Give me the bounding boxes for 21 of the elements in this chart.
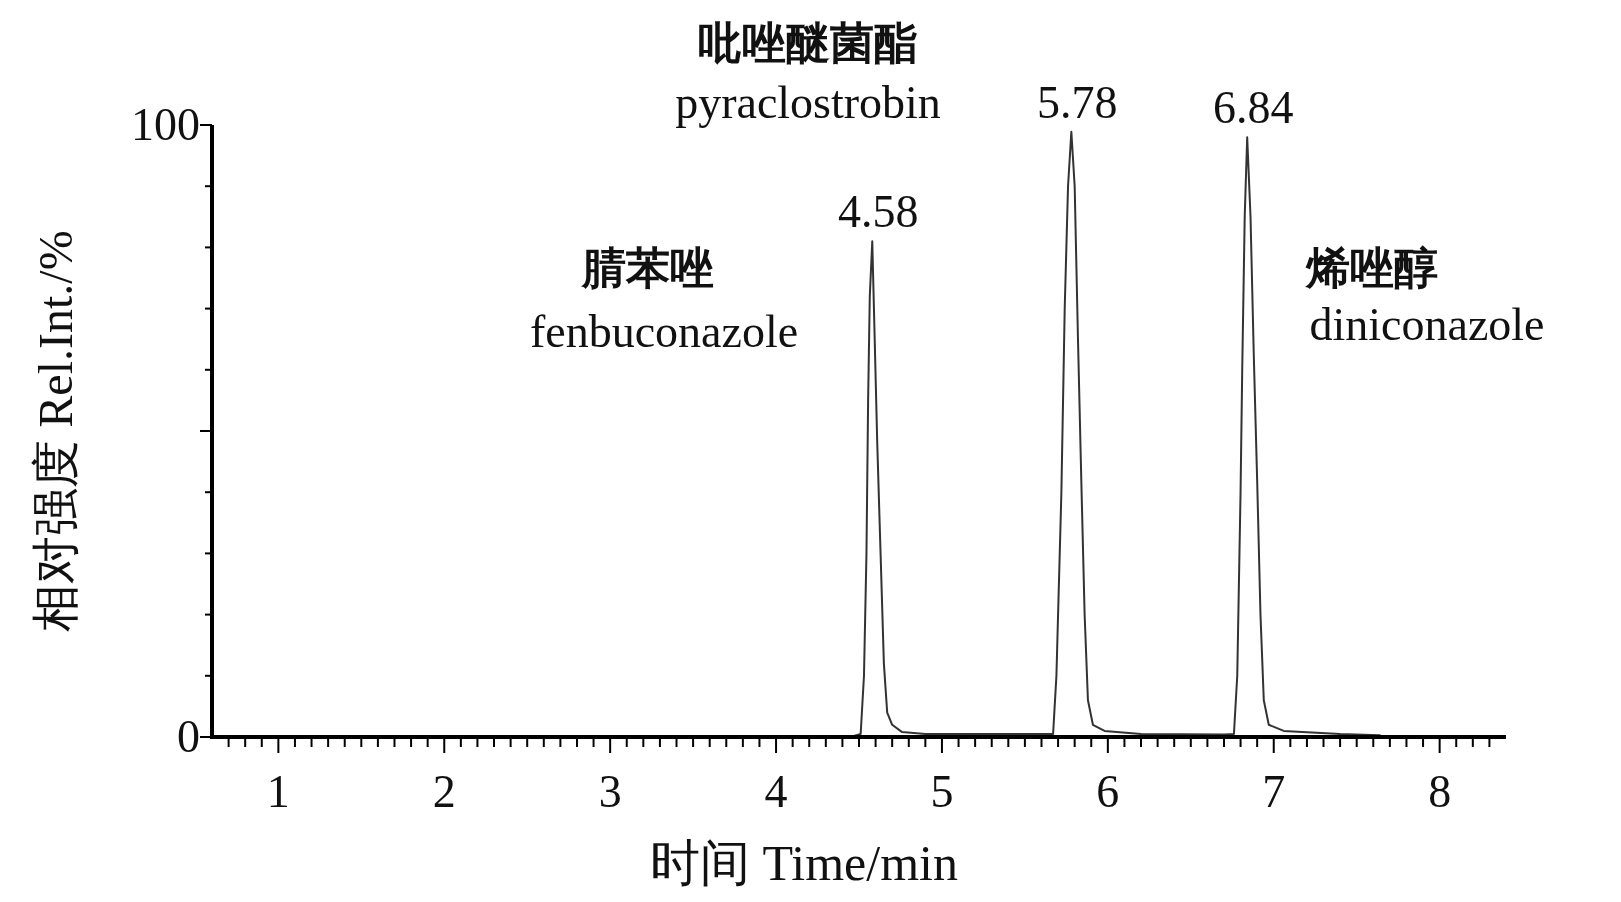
x-tick-label: 1 [266,766,290,817]
x-tick-label: 2 [432,766,456,817]
annotation: 6.84 [1212,82,1294,134]
y-tick-label: 0 [177,711,200,762]
x-tick-label: 8 [1428,766,1452,817]
x-tick-label: 5 [930,766,954,817]
text: 吡唑醚菌酯 [698,19,918,68]
x-tick-label: 3 [598,766,622,817]
y-tick-label: 100 [131,99,200,150]
annotation: 腈苯唑 [580,244,714,293]
annotation: diniconazole [1309,299,1545,350]
x-axis-title: 时间 Time/min [650,835,958,891]
y-axis-title: 相对强度 Rel.Int./% [29,230,82,632]
annotation: fenbuconazole [529,306,799,357]
annotation: 5.78 [1037,76,1118,128]
x-tick-label: 6 [1096,766,1120,817]
x-tick-label: 7 [1262,766,1286,817]
annotation: pyraclostrobin [675,77,941,128]
annotation: 4.58 [838,186,919,238]
annotation: 烯唑醇 [1304,244,1438,293]
x-tick-label: 4 [764,766,788,817]
